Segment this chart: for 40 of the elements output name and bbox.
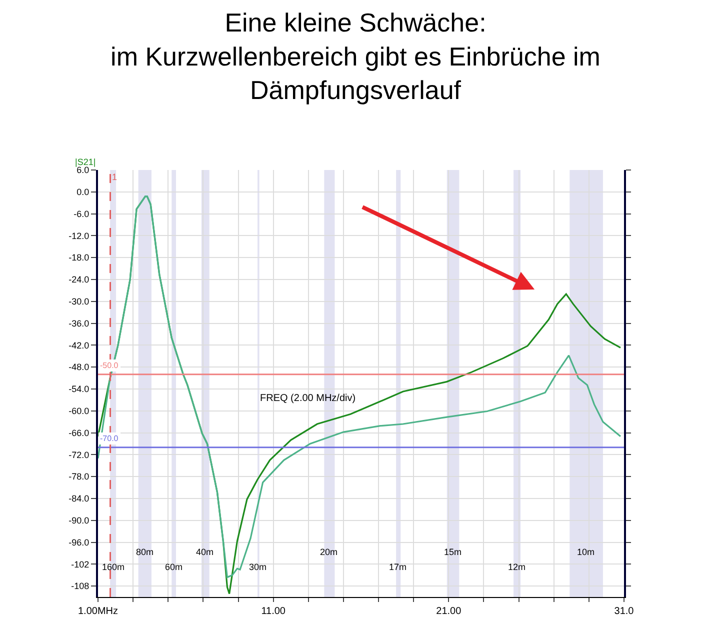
band-label: 15m	[444, 547, 462, 557]
band-label: 40m	[196, 547, 214, 557]
y-tick-label: -12.0	[68, 230, 90, 241]
y-tick-label: -30.0	[68, 296, 90, 307]
y-tick-label: 6.0	[76, 165, 90, 176]
ref-line-label: -70.0	[100, 434, 119, 443]
x-axis-title: FREQ (2.00 MHz/div)	[260, 393, 356, 404]
chart-title: Eine kleine Schwäche: im Kurzwellenbereich gibt es Einbrüche im Dämpfungsverlauf	[110, 7, 600, 106]
band-label: 80m	[136, 547, 154, 557]
y-tick-label: -102	[71, 559, 90, 570]
y-tick-label: -18.0	[68, 252, 90, 263]
y-tick-label: -90.0	[68, 516, 90, 526]
y-tick-label: -24.0	[68, 274, 90, 285]
y-tick-label: -36.0	[68, 318, 90, 328]
x-tick-label: 11.00	[261, 606, 286, 617]
x-tick-label: 21.00	[436, 606, 462, 617]
y-tick-label: -72.0	[68, 450, 90, 460]
band-label: 17m	[389, 562, 407, 572]
x-tick-label: 31.0	[614, 606, 634, 617]
y-tick-label: -48.0	[68, 362, 90, 372]
y-tick-label: -66.0	[68, 428, 90, 438]
y-tick-label: -42.0	[68, 340, 90, 350]
band-label: 160m	[102, 562, 125, 572]
band-label: 12m	[508, 562, 526, 572]
y-tick-label: -54.0	[68, 384, 90, 394]
band-label: 60m	[165, 562, 183, 572]
band-label: 20m	[320, 547, 338, 557]
band-label: 30m	[249, 562, 267, 572]
y-tick-label: -108	[71, 581, 90, 592]
band-label: 10m	[577, 547, 595, 557]
y-tick-label: -84.0	[68, 494, 90, 504]
y-tick-label: -60.0	[68, 406, 90, 416]
y-tick-label: 0.0	[76, 187, 90, 198]
ref-line-label: -50.0	[100, 361, 119, 370]
y-tick-label: -6.0	[74, 208, 90, 219]
x-tick-label: 1.00MHz	[78, 606, 118, 617]
y-axis-title: |S21|	[75, 157, 96, 167]
y-tick-label: -78.0	[68, 472, 90, 482]
annotation: 1	[112, 172, 118, 182]
y-tick-label: -96.0	[68, 537, 90, 548]
